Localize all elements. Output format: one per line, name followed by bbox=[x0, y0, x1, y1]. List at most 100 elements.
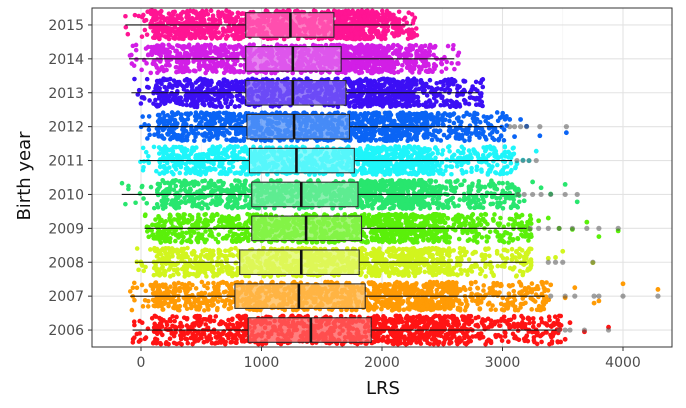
data-point bbox=[448, 105, 453, 110]
data-point bbox=[472, 115, 477, 120]
data-point bbox=[167, 37, 172, 42]
data-point bbox=[388, 128, 393, 133]
data-point bbox=[236, 15, 241, 20]
data-point bbox=[430, 138, 435, 143]
data-point bbox=[347, 62, 352, 67]
data-point bbox=[342, 53, 347, 58]
data-point bbox=[349, 91, 354, 96]
data-point bbox=[228, 125, 233, 130]
data-point bbox=[166, 43, 171, 48]
data-point bbox=[481, 77, 486, 82]
data-point bbox=[396, 134, 401, 139]
data-point bbox=[379, 69, 384, 74]
data-point bbox=[229, 69, 234, 74]
data-point bbox=[175, 43, 180, 48]
data-point bbox=[226, 64, 231, 69]
data-point bbox=[145, 9, 150, 14]
data-point bbox=[414, 120, 419, 125]
data-point bbox=[184, 111, 189, 116]
data-point bbox=[177, 80, 182, 85]
data-point bbox=[216, 97, 221, 102]
data-point bbox=[414, 78, 419, 83]
data-point bbox=[196, 131, 201, 136]
data-point bbox=[377, 120, 382, 125]
data-point bbox=[368, 84, 373, 89]
data-point bbox=[461, 78, 466, 83]
data-point bbox=[202, 18, 207, 23]
data-point bbox=[209, 80, 214, 85]
data-point bbox=[224, 137, 229, 142]
data-point bbox=[145, 77, 150, 82]
data-point bbox=[198, 76, 203, 81]
data-point bbox=[208, 51, 213, 56]
data-point bbox=[164, 54, 169, 59]
data-point bbox=[174, 112, 179, 117]
data-point bbox=[209, 98, 214, 103]
data-point bbox=[434, 128, 439, 133]
data-point bbox=[347, 10, 352, 15]
data-point bbox=[414, 26, 419, 31]
data-point bbox=[483, 119, 488, 124]
data-point bbox=[401, 110, 406, 115]
data-point bbox=[396, 95, 401, 100]
data-point bbox=[373, 111, 378, 116]
data-point bbox=[156, 22, 161, 27]
data-point bbox=[405, 78, 410, 83]
data-point bbox=[499, 134, 504, 139]
data-point bbox=[360, 8, 365, 13]
data-point bbox=[347, 51, 352, 56]
data-point bbox=[230, 11, 235, 16]
data-point bbox=[350, 130, 355, 135]
data-point bbox=[181, 84, 186, 89]
data-point bbox=[445, 135, 450, 140]
data-point bbox=[363, 57, 368, 62]
data-point bbox=[187, 31, 192, 36]
data-point bbox=[146, 53, 151, 58]
data-point bbox=[184, 122, 189, 127]
data-point bbox=[167, 11, 172, 16]
data-point bbox=[388, 87, 393, 92]
data-point bbox=[202, 138, 207, 143]
data-point bbox=[221, 26, 226, 31]
data-point bbox=[222, 111, 227, 116]
data-point bbox=[487, 168, 492, 173]
data-point bbox=[490, 130, 495, 135]
data-point bbox=[503, 117, 508, 122]
data-point bbox=[201, 32, 206, 37]
data-point bbox=[439, 57, 444, 62]
data-point bbox=[179, 99, 184, 104]
data-point bbox=[390, 31, 395, 36]
data-point bbox=[401, 119, 406, 124]
data-point bbox=[185, 134, 190, 139]
data-point bbox=[359, 31, 364, 36]
data-point bbox=[353, 48, 358, 53]
data-point bbox=[377, 111, 382, 116]
data-point bbox=[234, 26, 239, 31]
data-point bbox=[379, 129, 384, 134]
data-point bbox=[188, 103, 193, 108]
data-point bbox=[348, 16, 353, 21]
data-point bbox=[124, 25, 129, 30]
data-point bbox=[411, 32, 416, 37]
data-point bbox=[346, 44, 351, 49]
data-point bbox=[396, 112, 401, 117]
data-point bbox=[496, 119, 501, 124]
data-point bbox=[167, 127, 172, 132]
data-point bbox=[204, 134, 209, 139]
data-point bbox=[224, 84, 229, 89]
data-point bbox=[460, 133, 465, 138]
data-point bbox=[354, 116, 359, 121]
data-point bbox=[174, 100, 179, 105]
data-point bbox=[175, 53, 180, 58]
data-point bbox=[467, 102, 472, 107]
data-point bbox=[185, 19, 190, 24]
data-point bbox=[351, 121, 356, 126]
data-point bbox=[192, 138, 197, 143]
data-point bbox=[242, 138, 247, 143]
data-point bbox=[216, 52, 221, 57]
data-point bbox=[221, 130, 226, 135]
data-point bbox=[236, 43, 241, 48]
data-point bbox=[370, 9, 375, 14]
data-point bbox=[452, 111, 457, 116]
